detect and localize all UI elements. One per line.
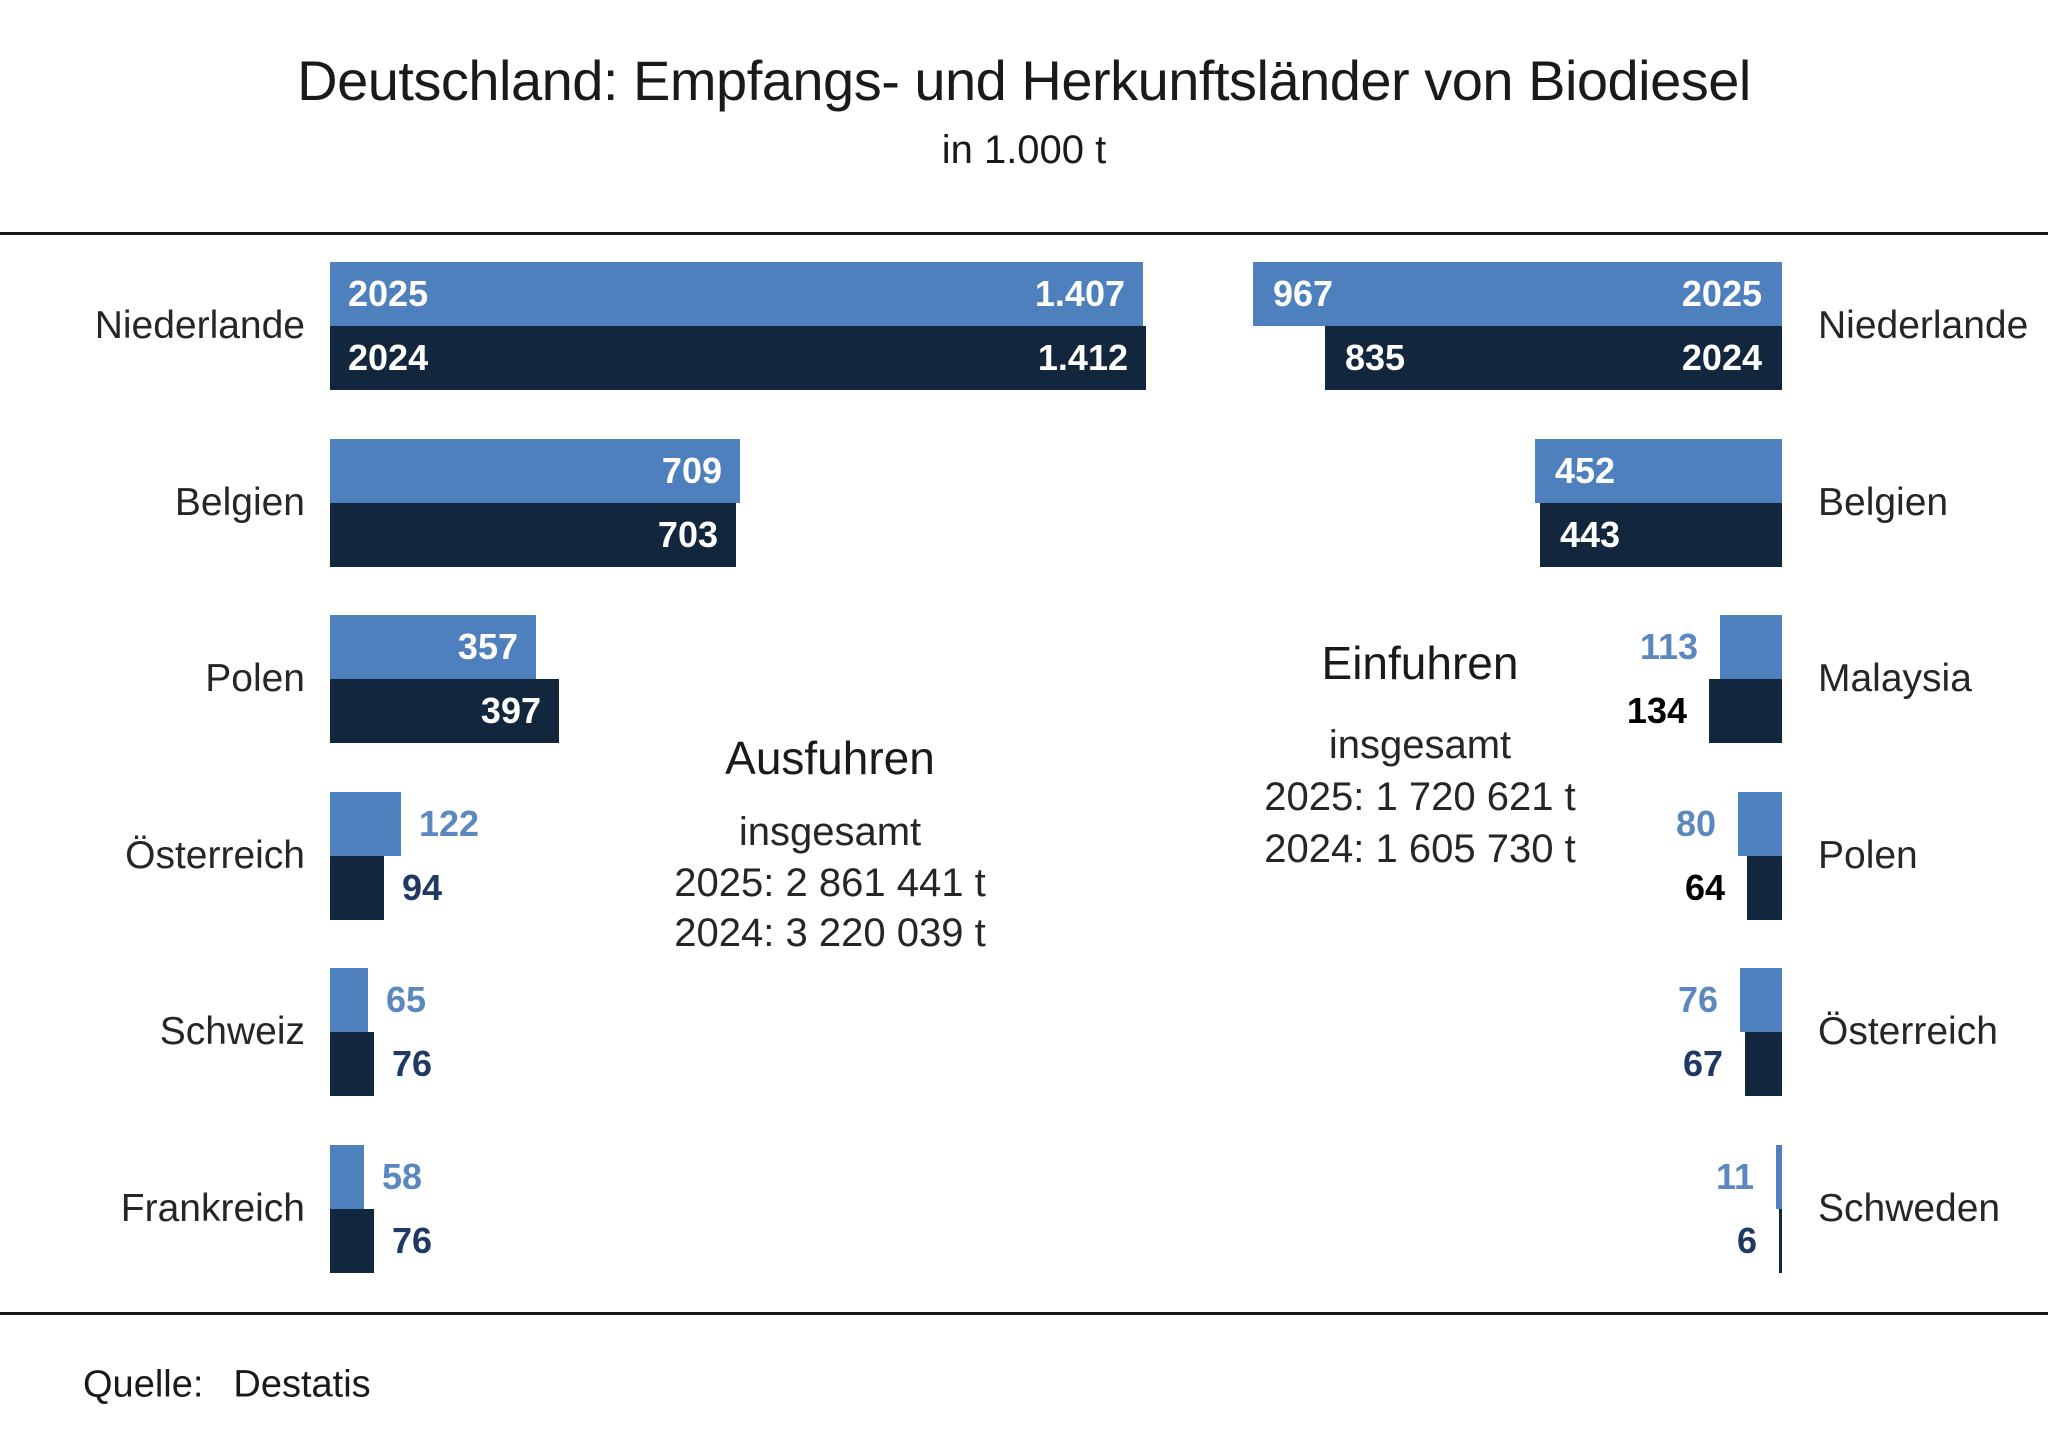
export-total-2024: 2024: 3 220 039 t — [674, 911, 986, 955]
value-label-2025-belgien: 452 — [1555, 450, 1616, 491]
bar-2024-osterreich — [330, 856, 384, 920]
export-center-subtitle: insgesamt — [738, 810, 922, 854]
category-label-osterreich: Österreich — [125, 834, 305, 877]
bar-2024-belgien — [1540, 503, 1782, 567]
category-label-osterreich: Österreich — [1818, 1010, 1998, 1053]
category-label-polen: Polen — [205, 657, 305, 700]
value-label-2024-polen: 397 — [480, 690, 541, 731]
value-label-2025-schweiz: 65 — [386, 979, 427, 1020]
category-label-niederlande: Niederlande — [1818, 304, 2029, 347]
source-line: Quelle: Destatis — [83, 1364, 371, 1407]
bar-2025-malaysia — [1720, 615, 1782, 679]
value-label-2024-osterreich: 94 — [402, 867, 443, 908]
value-label-2024-osterreich: 67 — [1682, 1043, 1723, 1084]
value-label-2025-belgien: 709 — [661, 450, 722, 491]
value-label-2025-malaysia: 113 — [1639, 626, 1698, 667]
value-label-2025-schweden: 11 — [1715, 1156, 1754, 1197]
value-label-2024-niederlande: 835 — [1345, 337, 1406, 378]
year-legend-2024-exports: 2024 — [348, 337, 429, 378]
bar-2024-belgien — [330, 503, 736, 567]
bar-2025-schweden — [1776, 1145, 1782, 1209]
bar-2024-schweden — [1779, 1209, 1782, 1273]
value-label-2025-polen: 80 — [1675, 803, 1716, 844]
bar-2025-polen — [330, 615, 536, 679]
value-label-2024-malaysia: 134 — [1626, 690, 1687, 731]
value-label-2024-schweiz: 76 — [392, 1043, 433, 1084]
import-center-title: Einfuhren — [1321, 637, 1519, 689]
value-label-2024-belgien: 703 — [657, 514, 718, 555]
bar-2024-polen — [1747, 856, 1782, 920]
source-label: Quelle: — [83, 1363, 204, 1406]
category-label-malaysia: Malaysia — [1818, 657, 1972, 700]
bar-2024-frankreich — [330, 1209, 374, 1273]
year-legend-2024-imports: 2024 — [1681, 337, 1762, 378]
bar-2024-schweiz — [330, 1032, 374, 1096]
category-label-polen: Polen — [1818, 834, 1918, 877]
value-label-2024-polen: 64 — [1684, 867, 1725, 908]
value-label-2024-belgien: 443 — [1560, 514, 1621, 555]
bar-2025-niederlande — [1253, 262, 1782, 326]
import-total-2024: 2024: 1 605 730 t — [1264, 827, 1576, 871]
value-label-2025-osterreich: 122 — [419, 803, 480, 844]
value-label-2024-niederlande: 1.412 — [1037, 337, 1128, 378]
export-center-title: Ausfuhren — [725, 732, 935, 784]
bar-2025-schweiz — [330, 968, 368, 1032]
source-value: Destatis — [233, 1363, 371, 1406]
year-legend-2025-exports: 2025 — [348, 273, 429, 314]
export-total-2025: 2025: 2 861 441 t — [674, 861, 986, 905]
category-label-frankreich: Frankreich — [120, 1187, 305, 1230]
category-label-schweiz: Schweiz — [159, 1010, 305, 1053]
category-label-belgien: Belgien — [1818, 481, 1949, 524]
year-legend-2025-imports: 2025 — [1681, 273, 1762, 314]
bar-2024-niederlande — [1325, 326, 1782, 390]
bar-2024-osterreich — [1745, 1032, 1782, 1096]
value-label-2025-frankreich: 58 — [382, 1156, 423, 1197]
value-label-2025-polen: 357 — [457, 626, 518, 667]
page-title: Deutschland: Empfangs- und Herkunftsländ… — [297, 49, 1751, 112]
value-label-2025-osterreich: 76 — [1677, 979, 1718, 1020]
value-label-2024-frankreich: 76 — [392, 1220, 433, 1261]
value-label-2024-schweden: 6 — [1736, 1220, 1757, 1261]
top-divider — [0, 232, 2048, 235]
bar-2025-osterreich — [330, 792, 401, 856]
import-total-2025: 2025: 1 720 621 t — [1264, 775, 1576, 819]
bar-2025-polen — [1738, 792, 1782, 856]
value-label-2025-niederlande: 1.407 — [1034, 273, 1125, 314]
bar-2025-belgien — [330, 439, 740, 503]
bar-2024-niederlande — [330, 326, 1146, 390]
bar-2024-malaysia — [1709, 679, 1782, 743]
bar-2025-niederlande — [330, 262, 1143, 326]
bar-2024-polen — [330, 679, 559, 743]
value-label-2025-niederlande: 967 — [1273, 273, 1334, 314]
bar-2025-frankreich — [330, 1145, 364, 1209]
page-subtitle: in 1.000 t — [941, 128, 1107, 172]
bottom-divider — [0, 1312, 2048, 1315]
category-label-niederlande: Niederlande — [94, 304, 305, 347]
bar-2025-belgien — [1535, 439, 1782, 503]
category-label-schweden: Schweden — [1818, 1187, 2001, 1230]
category-label-belgien: Belgien — [174, 481, 305, 524]
import-center-subtitle: insgesamt — [1328, 723, 1512, 767]
bar-2025-osterreich — [1740, 968, 1782, 1032]
